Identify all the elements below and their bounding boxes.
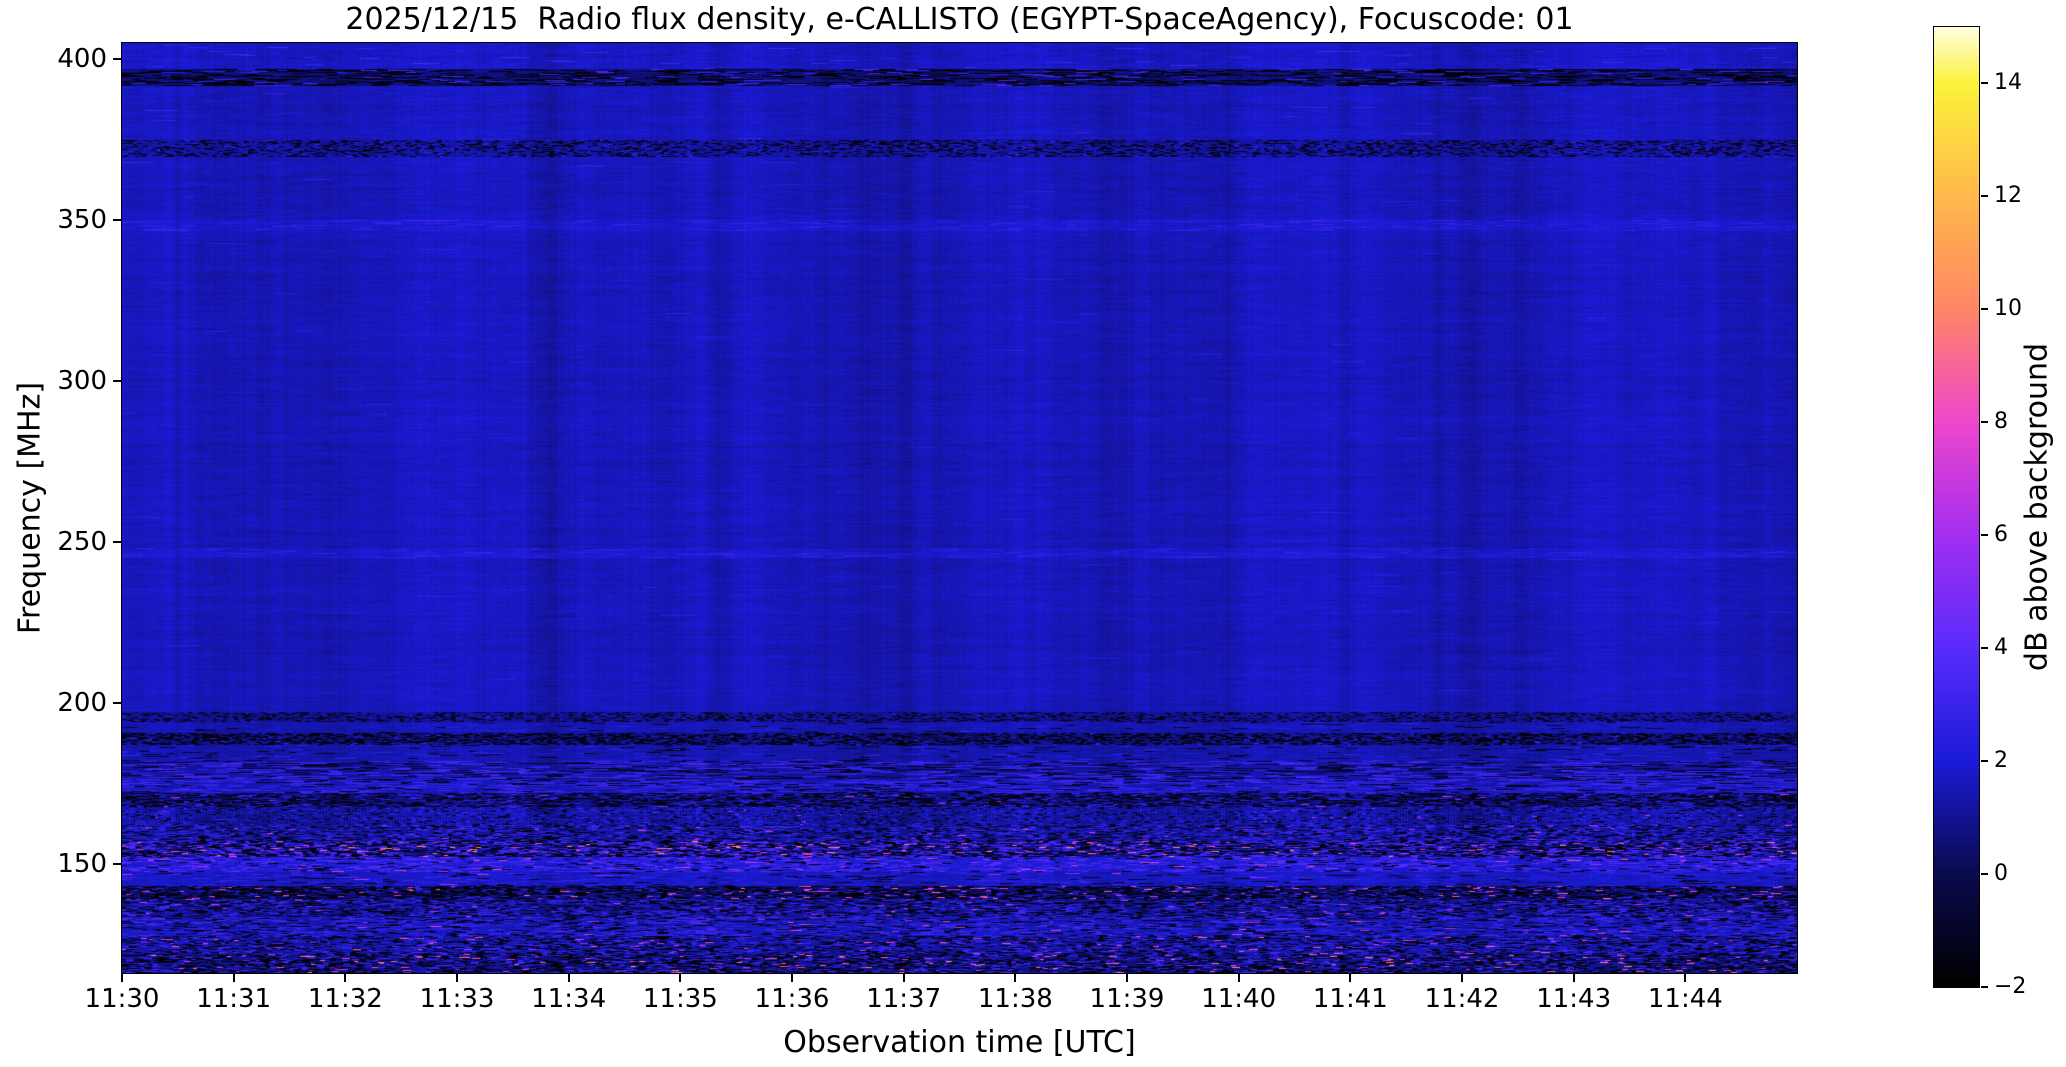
- y-tick-mark: [113, 862, 121, 865]
- y-tick-label: 250: [57, 526, 107, 557]
- colorbar-tick-label: −2: [1994, 974, 2027, 999]
- colorbar-tick-label: 0: [1994, 861, 2008, 887]
- x-tick-mark: [791, 974, 793, 982]
- y-tick-mark: [113, 701, 121, 704]
- y-tick-mark: [113, 218, 121, 221]
- x-axis-label: Observation time [UTC]: [783, 1025, 1136, 1060]
- colorbar-tick-mark: [1981, 421, 1988, 424]
- x-tick-mark: [1237, 974, 1240, 982]
- x-tick-mark: [1126, 974, 1128, 982]
- x-tick-label: 11:34: [531, 984, 607, 1014]
- y-tick-label: 400: [57, 44, 107, 75]
- colorbar-gradient: [1933, 26, 1980, 988]
- x-tick-label: 11:41: [1312, 984, 1388, 1014]
- colorbar-tick-mark: [1981, 986, 1988, 988]
- colorbar-tick-mark: [1981, 760, 1988, 763]
- colorbar-label: dB above background: [2019, 342, 2055, 672]
- x-tick-mark: [232, 974, 235, 982]
- x-tick-label: 11:39: [1089, 984, 1165, 1014]
- colorbar-tick-mark: [1981, 308, 1988, 311]
- x-tick-label: 11:33: [419, 984, 495, 1014]
- x-tick-label: 11:36: [754, 984, 830, 1014]
- x-tick-label: 11:40: [1201, 984, 1277, 1014]
- chart-title: 2025/12/15 Radio flux density, e-CALLIST…: [345, 2, 1574, 37]
- x-tick-mark: [121, 974, 123, 982]
- x-tick-label: 11:32: [307, 984, 383, 1014]
- colorbar-tick-label: 14: [1994, 70, 2022, 96]
- x-tick-label: 11:31: [196, 984, 272, 1014]
- x-tick-mark: [1572, 974, 1575, 982]
- x-tick-label: 11:30: [84, 984, 160, 1014]
- x-tick-label: 11:37: [866, 984, 942, 1014]
- x-tick-mark: [1014, 974, 1017, 982]
- y-tick-mark: [113, 540, 121, 543]
- x-tick-mark: [456, 974, 458, 982]
- y-tick-label: 350: [57, 204, 107, 235]
- x-tick-mark: [902, 974, 905, 982]
- colorbar-tick-label: 8: [1994, 409, 2008, 435]
- y-tick-label: 200: [57, 687, 107, 718]
- colorbar-tick-label: 2: [1994, 748, 2008, 774]
- x-tick-label: 11:35: [642, 984, 718, 1014]
- x-tick-label: 11:44: [1647, 984, 1723, 1014]
- x-tick-mark: [1684, 974, 1687, 982]
- colorbar-tick-mark: [1981, 873, 1988, 876]
- y-tick-label: 150: [57, 848, 107, 879]
- spectrogram-heatmap: [121, 42, 1798, 974]
- y-tick-mark: [113, 379, 121, 382]
- x-tick-mark: [344, 974, 347, 982]
- colorbar-tick-label: 10: [1994, 296, 2022, 322]
- colorbar-tick-label: 6: [1994, 522, 2008, 548]
- colorbar-tick-mark: [1981, 534, 1988, 537]
- x-tick-mark: [1349, 974, 1352, 982]
- x-tick-mark: [679, 974, 682, 982]
- colorbar-tick-mark: [1981, 647, 1988, 650]
- colorbar-tick-mark: [1981, 82, 1988, 85]
- x-tick-label: 11:38: [977, 984, 1053, 1014]
- x-tick-mark: [1461, 974, 1463, 982]
- colorbar-tick-mark: [1981, 195, 1988, 198]
- x-tick-label: 11:42: [1424, 984, 1500, 1014]
- x-tick-mark: [567, 974, 570, 982]
- colorbar-tick-label: 12: [1994, 183, 2022, 209]
- colorbar-tick-label: 4: [1994, 635, 2008, 661]
- x-tick-label: 11:43: [1536, 984, 1612, 1014]
- y-axis-label: Frequency [MHz]: [12, 381, 48, 635]
- y-tick-mark: [113, 58, 121, 61]
- y-tick-label: 300: [57, 365, 107, 396]
